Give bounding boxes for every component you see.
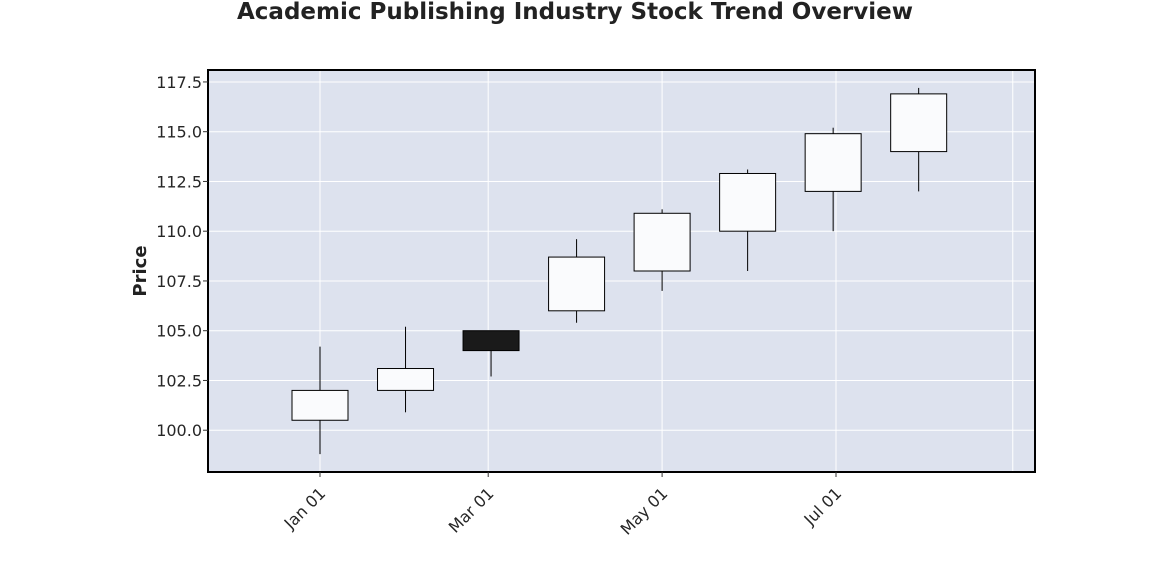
y-tick-label: 105.0 [156, 322, 202, 341]
y-tick-label: 102.5 [156, 371, 202, 390]
candle [890, 87, 948, 192]
candle [719, 169, 777, 271]
y-axis-label: Price [130, 245, 151, 296]
candle [377, 326, 435, 413]
chart-title: Academic Publishing Industry Stock Trend… [237, 0, 913, 25]
plot-frame [207, 69, 1036, 473]
y-tick-label: 100.0 [156, 421, 202, 440]
y-tick-label: 112.5 [156, 172, 202, 191]
candle [462, 330, 520, 377]
candle [291, 346, 349, 455]
candle-body [462, 330, 520, 352]
candle [804, 127, 862, 232]
candle-body [377, 368, 435, 391]
candle-body [804, 133, 862, 192]
x-tick-label: Jul 01 [800, 484, 846, 530]
candles [291, 87, 948, 455]
y-tick-label: 115.0 [156, 123, 202, 142]
candle-body [548, 256, 606, 312]
candle-body [719, 172, 777, 232]
candle [633, 209, 691, 291]
candle-body [291, 389, 349, 421]
y-tick-label: 110.0 [156, 222, 202, 241]
x-tick-label: Mar 01 [445, 484, 498, 537]
x-tick-label: May 01 [617, 484, 672, 539]
y-axis-ticks: 100.0 102.5 105.0 107.5 110.0 112.5 115.0 117.5 [156, 73, 208, 440]
y-tick-label: 117.5 [156, 73, 202, 92]
candle [548, 239, 606, 323]
y-tick-label: 107.5 [156, 272, 202, 291]
x-axis-ticks: Jan 01 Mar 01 May 01 Jul 01 [280, 472, 846, 539]
candle-body [890, 93, 948, 153]
x-tick-label: Jan 01 [280, 484, 330, 534]
candle-body [633, 212, 691, 272]
